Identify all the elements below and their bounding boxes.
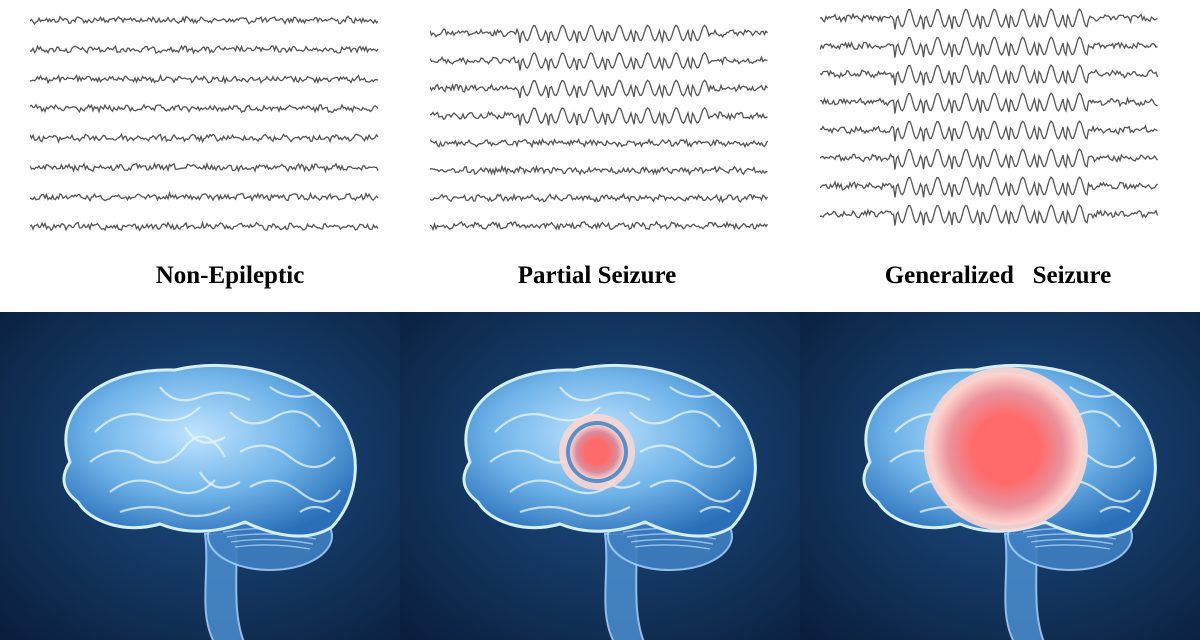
brain-gyrus: [669, 386, 716, 398]
label-generalized-seizure: Generalized Seizure: [884, 262, 1112, 289]
brain-gyrus: [639, 444, 736, 469]
brain-gyrus: [94, 406, 201, 433]
brain-section: [0, 312, 1200, 640]
brain-gyrus: [239, 444, 336, 469]
brain-gyrus: [249, 479, 341, 503]
eeg-trace-line: [430, 220, 769, 232]
eeg-trace-line: [30, 44, 379, 55]
label-partial-seizure: Partial Seizure: [517, 262, 677, 289]
eeg-trace-line: [30, 15, 379, 25]
brain-gyrus: [519, 505, 631, 518]
eeg-trace-line: [430, 79, 769, 99]
eeg-traces-generalized-seizure: [820, 0, 1170, 250]
brain-cerebrum: [62, 363, 357, 538]
eeg-section: Non-Epileptic Partial Seizure Generalize…: [0, 0, 1200, 312]
seizure-focus: [570, 425, 624, 479]
eeg-trace-line: [820, 120, 1158, 142]
eeg-trace-line: [820, 176, 1158, 198]
eeg-trace-line: [430, 24, 768, 44]
eeg-trace-line: [430, 106, 768, 127]
eeg-trace-line: [430, 137, 769, 149]
eeg-trace-line: [30, 73, 379, 85]
eeg-trace-line: [820, 8, 1158, 30]
brain-gyrus: [699, 505, 731, 513]
brain-panel-generalized-seizure: [800, 312, 1200, 640]
eeg-trace-line: [430, 51, 768, 72]
brain-panel-non-epileptic: [0, 312, 400, 640]
brain-gyrus: [269, 386, 316, 398]
brain-gyrus: [184, 426, 226, 444]
brain-panel-partial-seizure: [400, 312, 800, 640]
eeg-trace-line: [30, 103, 379, 114]
eeg-trace-line: [820, 64, 1159, 86]
label-non-epileptic: Non-Epileptic: [155, 262, 305, 289]
eeg-traces-partial-seizure: [430, 0, 780, 250]
eeg-trace-line: [30, 161, 379, 174]
brain-gyrus: [89, 435, 226, 464]
eeg-trace-line: [820, 92, 1158, 114]
eeg-traces-non-epileptic: [30, 0, 390, 250]
brain-gyrus: [1069, 386, 1116, 398]
eeg-trace-line: [430, 192, 769, 204]
eeg-trace-line: [30, 220, 379, 232]
brain-gyrus: [649, 479, 741, 503]
brain-gyrus: [1099, 505, 1131, 513]
brain-gyrus: [559, 386, 651, 402]
eeg-trace-line: [430, 164, 768, 176]
brain-gyrus: [299, 505, 331, 513]
eeg-trace-line: [30, 132, 379, 144]
eeg-trace-line: [30, 190, 379, 203]
brain-gyrus: [199, 471, 241, 489]
seizure-focus: [930, 373, 1082, 525]
eeg-trace-line: [820, 148, 1159, 170]
brain-gyrus: [629, 410, 721, 428]
brain-gyrus: [119, 505, 231, 518]
brain-gyrus: [229, 410, 321, 428]
eeg-trace-line: [820, 204, 1159, 226]
eeg-trace-line: [820, 36, 1158, 58]
brain-gyrus: [109, 479, 216, 495]
brain-gyrus: [159, 386, 251, 402]
